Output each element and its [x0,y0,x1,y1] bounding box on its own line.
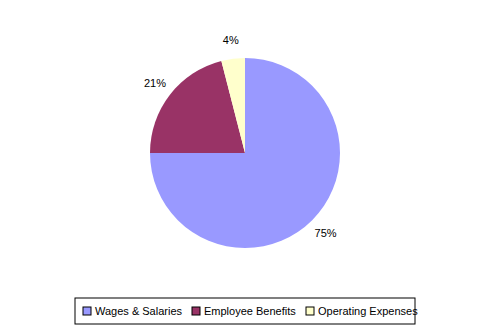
data-label: 21% [144,77,166,89]
data-labels: 75% 21% 4% [144,34,337,240]
data-label: 4% [223,34,239,46]
legend-item: Employee Benefits [192,305,296,317]
legend-label: Operating Expenses [318,305,418,317]
chart: 75% 21% 4% Wages & Salaries Employee Benefit… [0,0,491,333]
pie [150,58,340,248]
legend-item: Operating Expenses [306,305,418,317]
legend-item: Wages & Salaries [83,305,183,317]
pie-slice [150,58,340,248]
legend: Wages & Salaries Employee Benefits Operati… [75,298,418,324]
pie-slice [221,58,245,153]
legend-label: Wages & Salaries [95,305,183,317]
legend-swatch [83,307,91,315]
legend-swatch [306,307,314,315]
legend-swatch [192,307,200,315]
data-label: 75% [315,227,337,239]
legend-label: Employee Benefits [204,305,296,317]
